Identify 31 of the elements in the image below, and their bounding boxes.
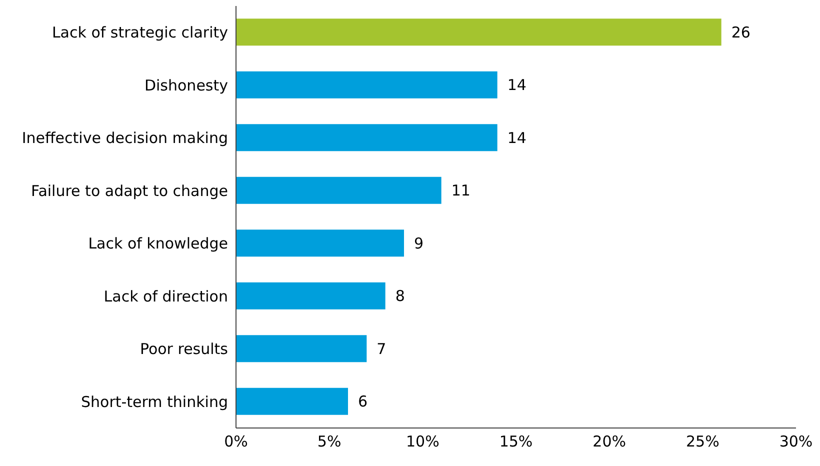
data-label: 14 (507, 128, 526, 147)
data-label: 14 (507, 76, 526, 94)
y-tick-label: Short-term thinking (80, 392, 228, 411)
bar (236, 230, 404, 257)
y-tick-label: Lack of strategic clarity (52, 24, 228, 42)
data-label: 9 (414, 234, 424, 252)
bar (236, 71, 498, 98)
bar (236, 176, 442, 204)
y-tick-label: Ineffective decision making (22, 129, 228, 148)
x-tick-label: 5% (317, 432, 342, 451)
bar (236, 18, 722, 46)
y-tick-label: Dishonesty (144, 76, 228, 94)
x-tick-label: 30% (779, 432, 813, 451)
data-label: 11 (451, 182, 470, 200)
y-tick-label: Lack of direction (104, 287, 228, 306)
x-tick-label: 0% (224, 432, 248, 451)
data-label: 8 (395, 287, 405, 306)
data-label: 26 (731, 23, 750, 42)
x-tick-label: 15% (499, 432, 533, 451)
y-tick-label: Lack of knowledge (88, 234, 228, 253)
x-tick-label: 25% (686, 432, 720, 451)
y-tick-label: Failure to adapt to change (30, 182, 228, 200)
data-label: 6 (358, 392, 368, 411)
bar (236, 124, 498, 152)
x-tick-label: 20% (592, 432, 626, 451)
x-tick-label: 10% (406, 432, 440, 451)
bar (236, 335, 367, 362)
bar (236, 282, 386, 310)
y-tick-label: Poor results (140, 340, 228, 358)
data-label: 7 (376, 340, 386, 358)
bar (236, 388, 348, 415)
